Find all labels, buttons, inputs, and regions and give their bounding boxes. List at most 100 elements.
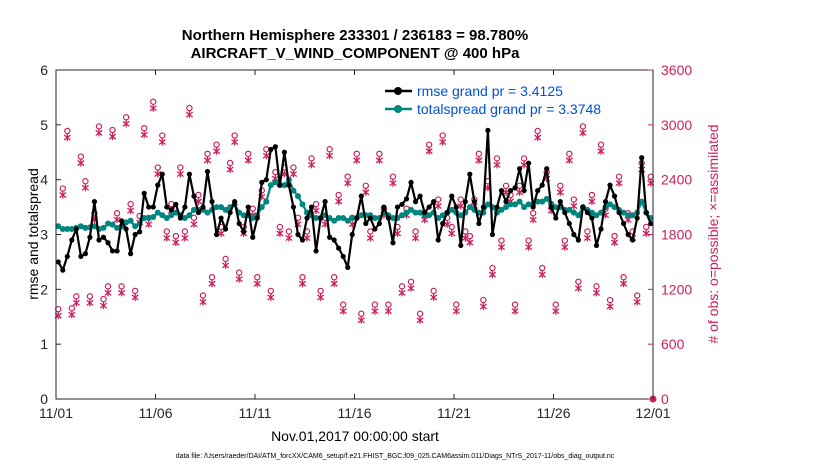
rmse-point bbox=[602, 199, 609, 205]
totalspread-point bbox=[272, 179, 279, 186]
y-right-tick-label: 600 bbox=[661, 336, 685, 352]
rmse-point bbox=[195, 209, 202, 216]
rmse-point bbox=[250, 234, 256, 240]
y-right-tick-label: 3600 bbox=[661, 62, 692, 78]
rmse-point bbox=[281, 149, 287, 155]
y-left-tick-label: 6 bbox=[40, 62, 48, 78]
rmse-point bbox=[440, 220, 446, 227]
y-right-ticks: 0 600 1200 1800 2400 3000 3600 bbox=[648, 62, 692, 407]
obs-marker bbox=[574, 278, 582, 292]
rmse-point bbox=[191, 193, 197, 199]
rmse-point bbox=[223, 226, 229, 232]
obs-marker bbox=[59, 185, 67, 199]
totalspread-point bbox=[218, 204, 225, 211]
totalspread-point bbox=[299, 201, 306, 208]
totalspread-point bbox=[525, 201, 532, 208]
y-right-axis-label: # of obs: o=possible; ×=assimilated bbox=[705, 124, 721, 343]
obs-marker bbox=[416, 310, 424, 324]
rmse-point bbox=[299, 237, 306, 243]
obs-marker bbox=[122, 114, 130, 128]
obs-marker bbox=[389, 173, 397, 187]
y-right-tick-label: 2400 bbox=[661, 172, 692, 188]
obs-marker bbox=[154, 164, 162, 178]
rmse-point bbox=[118, 218, 125, 224]
obs-marker bbox=[597, 141, 605, 155]
totalspread-point bbox=[64, 226, 71, 233]
rmse-point bbox=[227, 209, 233, 216]
totalspread-point bbox=[439, 212, 446, 219]
rmse-point bbox=[263, 177, 269, 183]
obs-marker bbox=[570, 196, 578, 210]
rmse-point bbox=[150, 204, 156, 210]
obs-marker bbox=[529, 210, 537, 224]
rmse-point bbox=[331, 237, 337, 243]
totalspread-point bbox=[448, 206, 455, 213]
totalspread-point bbox=[55, 223, 62, 230]
totalspread-point bbox=[575, 212, 582, 219]
rmse-point bbox=[146, 204, 152, 210]
rmse-point bbox=[467, 171, 473, 177]
obs-marker bbox=[579, 123, 587, 137]
totalspread-point bbox=[150, 213, 157, 220]
obs-marker bbox=[344, 173, 352, 187]
rmse-point bbox=[616, 209, 622, 216]
totalspread-point bbox=[466, 204, 473, 211]
y-right-tick-label: 0 bbox=[661, 391, 669, 407]
rmse-point bbox=[114, 248, 120, 254]
rmse-point bbox=[55, 259, 61, 265]
totalspread-point bbox=[516, 198, 523, 205]
rmse-point bbox=[268, 146, 274, 153]
y-left-tick-label: 4 bbox=[40, 172, 48, 188]
rmse-point bbox=[73, 226, 79, 232]
rmse-point bbox=[254, 215, 260, 221]
totalspread-point bbox=[145, 215, 152, 222]
totalspread-point bbox=[263, 198, 270, 205]
y-left-tick-label: 0 bbox=[40, 391, 48, 407]
rmse-point bbox=[60, 267, 66, 273]
obs-marker bbox=[561, 237, 569, 251]
rmse-point bbox=[476, 220, 482, 227]
rmse-point bbox=[571, 231, 577, 238]
obs-marker bbox=[606, 296, 614, 311]
rmse-point bbox=[431, 199, 437, 205]
rmse-point bbox=[336, 245, 342, 251]
obs-marker bbox=[375, 150, 383, 164]
y-left-tick-label: 1 bbox=[40, 336, 48, 352]
obs-marker bbox=[534, 127, 542, 141]
rmse-point bbox=[639, 155, 645, 161]
obs-marker bbox=[434, 196, 442, 210]
legend-rmse-marker bbox=[394, 87, 402, 95]
rmse-point bbox=[643, 209, 649, 216]
obs-marker bbox=[231, 132, 239, 146]
rmse-point bbox=[286, 182, 292, 188]
rmse-point bbox=[78, 253, 84, 260]
totalspread-point bbox=[294, 193, 301, 200]
rmse-point bbox=[580, 204, 586, 210]
obs-marker bbox=[95, 123, 103, 137]
rmse-point bbox=[611, 193, 618, 199]
obs-marker bbox=[425, 141, 433, 155]
rmse-point bbox=[137, 229, 143, 235]
totalspread-point bbox=[412, 209, 419, 216]
rmse-point bbox=[394, 204, 401, 210]
obs-marker bbox=[63, 127, 71, 141]
obs-marker bbox=[583, 228, 592, 242]
totalspread-point bbox=[539, 198, 546, 205]
obs-marker bbox=[185, 104, 194, 119]
rmse-point bbox=[245, 204, 251, 210]
chart-subtitle: AIRCRAFT_V_WIND_COMPONENT @ 400 hPa bbox=[191, 45, 521, 62]
obs-marker bbox=[235, 269, 243, 283]
totalspread-point bbox=[507, 201, 514, 208]
rmse-point bbox=[272, 144, 278, 150]
totalspread-point bbox=[290, 187, 297, 194]
obs-marker bbox=[316, 287, 325, 301]
totalspread-point bbox=[344, 217, 351, 224]
y-left-tick-label: 2 bbox=[40, 281, 48, 297]
obs-marker bbox=[298, 273, 307, 288]
obs-marker bbox=[312, 200, 320, 215]
rmse-point bbox=[236, 220, 242, 227]
rmse-point bbox=[593, 242, 600, 249]
rmse-point bbox=[100, 234, 107, 240]
obs-marker bbox=[475, 150, 483, 164]
